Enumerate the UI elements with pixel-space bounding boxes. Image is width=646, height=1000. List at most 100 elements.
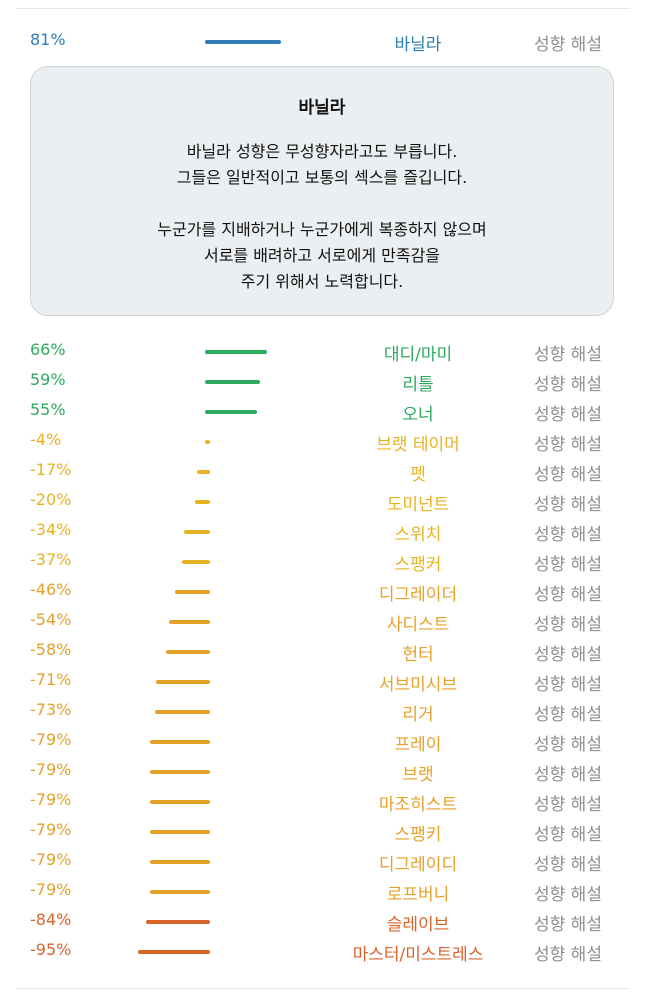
percent-value: -79% (30, 880, 72, 899)
score-bar (175, 590, 210, 594)
score-bar (168, 620, 210, 624)
result-row[interactable]: -79% 디그레이디 성향 해설 (0, 846, 646, 876)
result-row[interactable]: 59% 리틀 성향 해설 (0, 366, 646, 396)
explain-link[interactable]: 성향 해설 (534, 465, 602, 485)
score-bar (197, 470, 210, 474)
percent-value: 55% (30, 400, 66, 419)
result-row-top[interactable]: 81% 바닐라 성향 해설 (0, 26, 646, 56)
result-row[interactable]: -20% 도미넌트 성향 해설 (0, 486, 646, 516)
type-name[interactable]: 펫 (410, 465, 426, 485)
explain-link[interactable]: 성향 해설 (534, 765, 602, 785)
score-bar (146, 920, 210, 924)
explain-link[interactable]: 성향 해설 (534, 585, 602, 605)
score-bar (184, 530, 210, 534)
type-name[interactable]: 도미넌트 (386, 495, 450, 515)
score-bar (154, 710, 210, 714)
explain-link[interactable]: 성향 해설 (534, 855, 602, 875)
type-name[interactable]: 로프버니 (386, 885, 450, 905)
type-name[interactable]: 사디스트 (386, 615, 450, 635)
type-name[interactable]: 디그레이더 (378, 585, 458, 605)
explain-link[interactable]: 성향 해설 (534, 705, 602, 725)
description-line: 서로를 배려하고 서로에게 만족감을 (203, 246, 441, 265)
score-bar (149, 830, 210, 834)
explain-link[interactable]: 성향 해설 (534, 375, 602, 395)
score-bar (137, 950, 210, 954)
explain-link[interactable]: 성향 해설 (534, 795, 602, 815)
explain-link[interactable]: 성향 해설 (534, 825, 602, 845)
type-name[interactable]: 디그레이디 (378, 855, 458, 875)
result-row[interactable]: 55% 오너 성향 해설 (0, 396, 646, 426)
score-bar (156, 680, 210, 684)
explain-link[interactable]: 성향 해설 (534, 915, 602, 935)
percent-value: 66% (30, 340, 66, 359)
percent-value: -73% (30, 700, 72, 719)
type-name[interactable]: 마조히스트 (378, 795, 458, 815)
explain-link[interactable]: 성향 해설 (534, 435, 602, 455)
explain-link[interactable]: 성향 해설 (534, 645, 602, 665)
explain-link[interactable]: 성향 해설 (534, 735, 602, 755)
result-row[interactable]: -34% 스위치 성향 해설 (0, 516, 646, 546)
description-line: 그들은 일반적이고 보통의 섹스를 즐깁니다. (176, 168, 468, 187)
type-name[interactable]: 스팽커 (394, 555, 442, 575)
explain-link[interactable]: 성향 해설 (534, 555, 602, 575)
type-name[interactable]: 오너 (402, 405, 434, 425)
explain-link[interactable]: 성향 해설 (534, 345, 602, 365)
percent-value: -84% (30, 910, 72, 929)
type-name[interactable]: 프레이 (394, 735, 442, 755)
type-name[interactable]: 바닐라 (394, 35, 442, 55)
description-body: 바닐라 성향은 무성향자라고도 부릅니다. 그들은 일반적이고 보통의 섹스를 … (31, 139, 613, 295)
score-bar (149, 800, 210, 804)
type-name[interactable]: 스팽키 (394, 825, 442, 845)
explain-link[interactable]: 성향 해설 (534, 885, 602, 905)
score-bar (205, 40, 282, 44)
result-row[interactable]: -79% 프레이 성향 해설 (0, 726, 646, 756)
score-bar (205, 410, 257, 414)
description-line: 누군가를 지배하거나 누군가에게 복종하지 않으며 (157, 220, 487, 239)
percent-value: 59% (30, 370, 66, 389)
explain-link[interactable]: 성향 해설 (534, 945, 602, 965)
description-card: 바닐라 바닐라 성향은 무성향자라고도 부릅니다. 그들은 일반적이고 보통의 … (30, 66, 614, 316)
percent-value: -79% (30, 850, 72, 869)
result-row[interactable]: -95% 마스터/미스트레스 성향 해설 (0, 936, 646, 966)
type-name[interactable]: 브랫 테이머 (376, 435, 460, 455)
percent-value: -37% (30, 550, 72, 569)
score-bar (149, 770, 210, 774)
score-bar (149, 890, 210, 894)
result-row[interactable]: -79% 브랫 성향 해설 (0, 756, 646, 786)
result-row[interactable]: -79% 스팽키 성향 해설 (0, 816, 646, 846)
explain-link[interactable]: 성향 해설 (534, 525, 602, 545)
explain-link[interactable]: 성향 해설 (534, 405, 602, 425)
result-row[interactable]: -79% 마조히스트 성향 해설 (0, 786, 646, 816)
type-name[interactable]: 마스터/미스트레스 (352, 945, 484, 965)
percent-value: 81% (30, 30, 66, 49)
result-row[interactable]: -73% 리거 성향 해설 (0, 696, 646, 726)
score-bar (205, 350, 268, 354)
result-row[interactable]: -4% 브랫 테이머 성향 해설 (0, 426, 646, 456)
type-name[interactable]: 리틀 (402, 375, 434, 395)
type-name[interactable]: 헌터 (402, 645, 434, 665)
result-row[interactable]: -58% 헌터 성향 해설 (0, 636, 646, 666)
explain-link[interactable]: 성향 해설 (534, 495, 602, 515)
percent-value: -79% (30, 820, 72, 839)
type-name[interactable]: 서브미시브 (378, 675, 458, 695)
score-bar (149, 860, 210, 864)
percent-value: -95% (30, 940, 72, 959)
type-name[interactable]: 리거 (402, 705, 434, 725)
percent-value: -4% (30, 430, 62, 449)
type-name[interactable]: 대디/마미 (383, 345, 453, 365)
type-name[interactable]: 스위치 (394, 525, 442, 545)
type-name[interactable]: 슬레이브 (386, 915, 450, 935)
result-row[interactable]: -46% 디그레이더 성향 해설 (0, 576, 646, 606)
result-row[interactable]: -71% 서브미시브 성향 해설 (0, 666, 646, 696)
explain-link[interactable]: 성향 해설 (534, 615, 602, 635)
result-row[interactable]: -84% 슬레이브 성향 해설 (0, 906, 646, 936)
result-row[interactable]: -54% 사디스트 성향 해설 (0, 606, 646, 636)
result-row[interactable]: 66% 대디/마미 성향 해설 (0, 336, 646, 366)
result-row[interactable]: -17% 펫 성향 해설 (0, 456, 646, 486)
explain-link[interactable]: 성향 해설 (534, 35, 602, 55)
result-row[interactable]: -79% 로프버니 성향 해설 (0, 876, 646, 906)
explain-link[interactable]: 성향 해설 (534, 675, 602, 695)
type-name[interactable]: 브랫 (402, 765, 434, 785)
percent-value: -79% (30, 760, 72, 779)
result-row[interactable]: -37% 스팽커 성향 해설 (0, 546, 646, 576)
